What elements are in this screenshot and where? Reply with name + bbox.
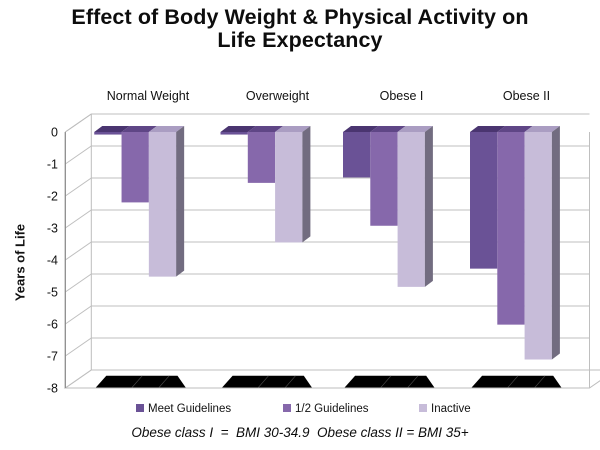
- svg-text:-8: -8: [47, 382, 58, 396]
- svg-text:-4: -4: [47, 254, 58, 268]
- svg-text:-6: -6: [47, 318, 58, 332]
- svg-text:-1: -1: [47, 158, 58, 172]
- svg-text:-2: -2: [47, 190, 58, 204]
- svg-text:-3: -3: [47, 222, 58, 236]
- svg-text:0: 0: [51, 126, 58, 140]
- svg-text:-5: -5: [47, 286, 58, 300]
- svg-text:-7: -7: [47, 350, 58, 364]
